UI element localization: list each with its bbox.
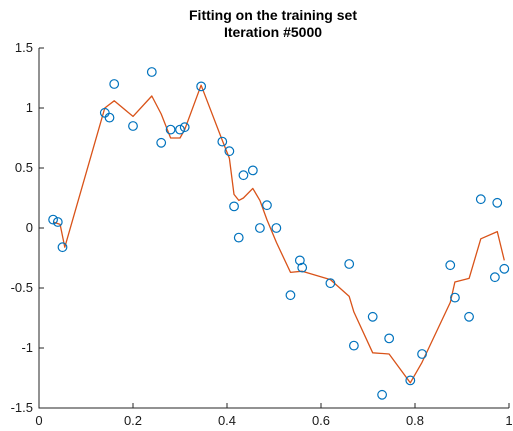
chart-title-line-2: Iteration #5000 [224, 24, 322, 40]
data-point [146, 67, 157, 77]
data-point [499, 263, 510, 274]
y-tick-label: 0 [26, 220, 33, 235]
data-point [179, 122, 190, 133]
data-point [238, 170, 249, 181]
y-tick-label: 1.5 [15, 40, 33, 55]
fit-line-layer [52, 84, 505, 384]
data-point [196, 81, 207, 92]
data-point [233, 232, 244, 243]
y-tick-label: -1 [21, 340, 33, 355]
data-point [464, 311, 474, 322]
data-point [405, 375, 416, 386]
y-tick-label: -1.5 [11, 400, 33, 415]
data-point [384, 333, 395, 344]
data-point [367, 311, 378, 322]
data-point [175, 124, 185, 135]
data-point [450, 292, 460, 303]
data-point [475, 194, 486, 205]
data-point [156, 137, 167, 148]
y-tick-label: -0.5 [11, 280, 33, 295]
fit-line [52, 84, 505, 384]
x-tick-label: 0.4 [218, 413, 236, 428]
x-tick-label: 0 [35, 413, 42, 428]
data-point [325, 278, 336, 289]
y-tick-label: 0.5 [15, 160, 33, 175]
data-point [52, 217, 63, 227]
x-tick-label: 0.2 [124, 413, 142, 428]
data-point [445, 260, 456, 271]
data-point [297, 262, 308, 273]
data-point [217, 136, 228, 147]
data-point [285, 290, 296, 301]
ticks-layer: 0 0.2 0.4 0.6 0.8 1 -1.5 -1 -0.5 0 0.5 1 1.5 [11, 40, 513, 428]
chart-title-line-1: Fitting on the training set [189, 7, 357, 23]
training-points-layer [48, 67, 510, 400]
data-point [48, 214, 58, 225]
data-point [377, 389, 388, 400]
data-point [128, 121, 138, 131]
data-point [57, 242, 68, 253]
data-point [271, 223, 282, 233]
y-tick-label: 1 [26, 100, 33, 115]
data-point [165, 124, 176, 135]
data-point [229, 201, 239, 212]
data-point [247, 165, 258, 176]
data-point [417, 349, 427, 359]
data-point [294, 255, 305, 266]
data-point [262, 200, 272, 211]
data-point [109, 79, 120, 89]
x-tick-label: 1 [505, 413, 512, 428]
data-point [490, 272, 500, 283]
data-point [349, 340, 359, 351]
data-point [224, 146, 235, 157]
data-point [492, 197, 503, 208]
x-tick-label: 0.6 [312, 413, 330, 428]
x-tick-label: 0.8 [406, 413, 424, 428]
data-point [344, 259, 355, 269]
data-point [104, 112, 115, 123]
data-point [254, 223, 265, 233]
